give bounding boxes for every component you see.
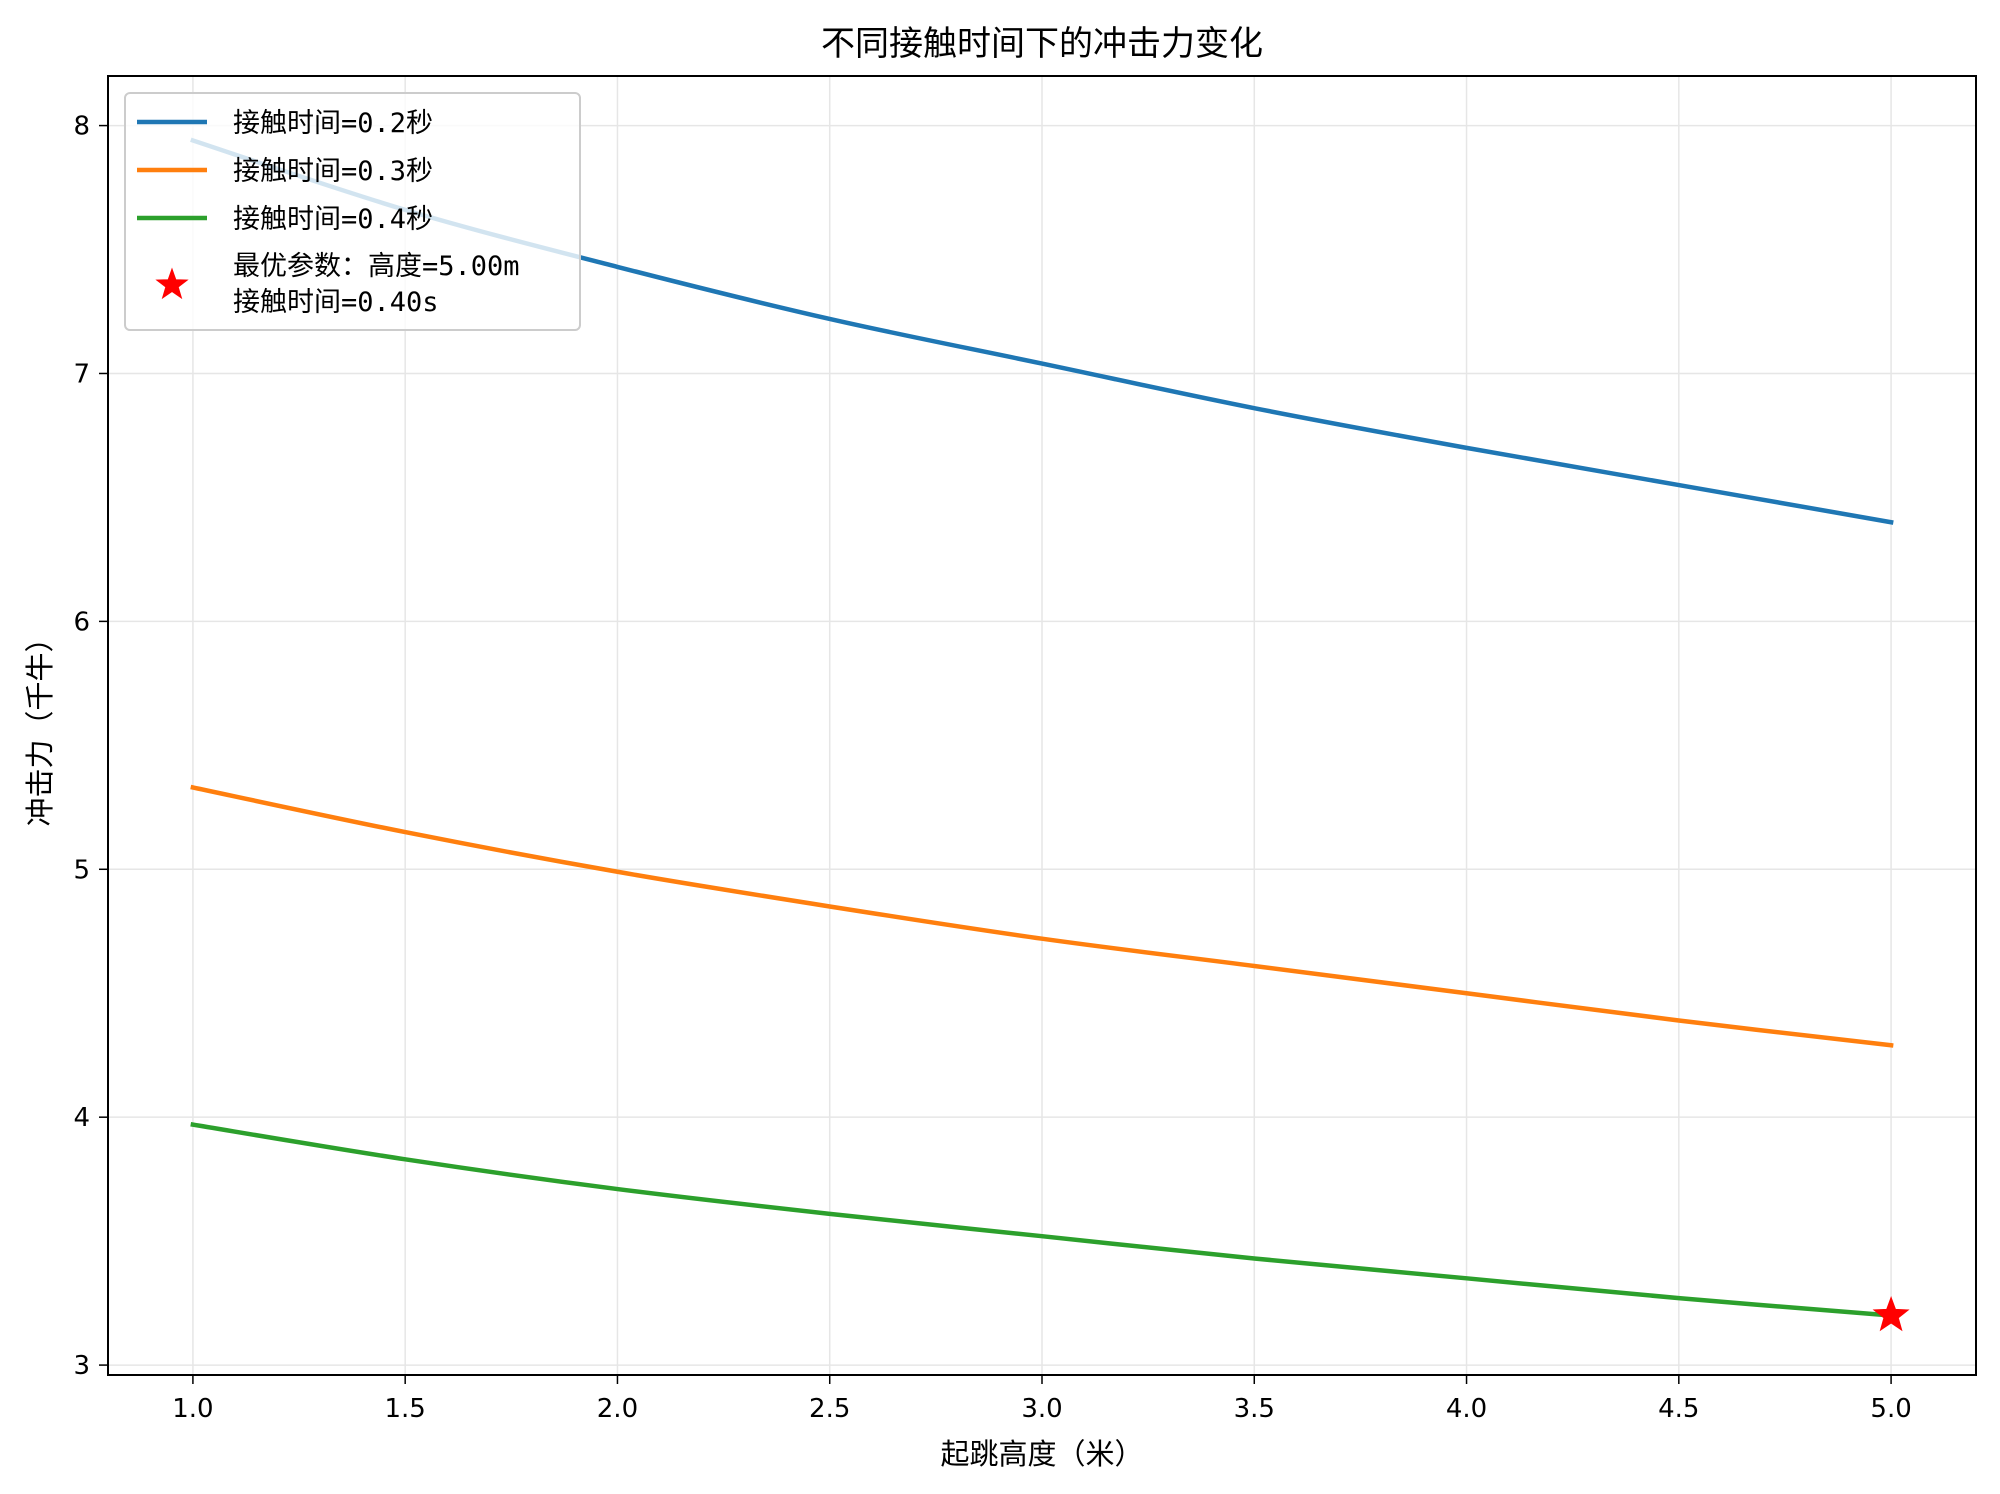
x-axis-label: 起跳高度（米） bbox=[940, 1437, 1143, 1471]
x-tick-label: 4.5 bbox=[1658, 1394, 1699, 1424]
optimal-point-star-icon bbox=[1872, 1296, 1910, 1332]
legend-star-icon bbox=[155, 267, 189, 300]
series-line-2 bbox=[190, 784, 1894, 1048]
markers bbox=[1872, 1296, 1910, 1332]
x-tick-label: 2.0 bbox=[597, 1394, 638, 1424]
y-tick-label: 4 bbox=[73, 1103, 90, 1133]
y-tick-label: 6 bbox=[73, 607, 90, 637]
series-line-3 bbox=[190, 1122, 1894, 1318]
legend-label-2: 接触时间=0.3秒 bbox=[233, 156, 433, 187]
x-tick-label: 1.5 bbox=[385, 1394, 426, 1424]
legend-label-3: 接触时间=0.4秒 bbox=[233, 204, 433, 235]
legend-label-optimal-line1: 最优参数：高度=5.00m bbox=[233, 251, 520, 282]
y-tick-label: 7 bbox=[73, 359, 90, 389]
grid bbox=[108, 76, 1976, 1375]
x-tick-label: 4.0 bbox=[1446, 1394, 1487, 1424]
y-tick-label: 3 bbox=[73, 1351, 90, 1381]
legend-label-1: 接触时间=0.2秒 bbox=[233, 108, 433, 139]
legend-label-optimal-line2: 接触时间=0.40s bbox=[233, 287, 439, 318]
y-tick-label: 5 bbox=[73, 855, 90, 885]
chart-title: 不同接触时间下的冲击力变化 bbox=[821, 24, 1263, 64]
y-axis-label: 冲击力（千牛） bbox=[23, 623, 57, 826]
x-tick-label: 3.5 bbox=[1234, 1394, 1275, 1424]
x-axis: 1.0 1.5 2.0 2.5 3.0 3.5 4.0 4.5 5.0 bbox=[172, 1375, 1912, 1424]
y-tick-label: 8 bbox=[73, 112, 90, 142]
legend-entries: 接触时间=0.2秒接触时间=0.3秒接触时间=0.4秒最优参数：高度=5.00m… bbox=[137, 108, 520, 318]
x-tick-label: 1.0 bbox=[172, 1394, 213, 1424]
y-axis: 3 4 5 6 7 8 bbox=[73, 112, 108, 1381]
x-tick-label: 5.0 bbox=[1870, 1394, 1911, 1424]
x-tick-label: 3.0 bbox=[1021, 1394, 1062, 1424]
legend: 接触时间=0.2秒接触时间=0.3秒接触时间=0.4秒最优参数：高度=5.00m… bbox=[124, 92, 581, 331]
x-tick-label: 2.5 bbox=[809, 1394, 850, 1424]
legend-box bbox=[124, 92, 581, 331]
